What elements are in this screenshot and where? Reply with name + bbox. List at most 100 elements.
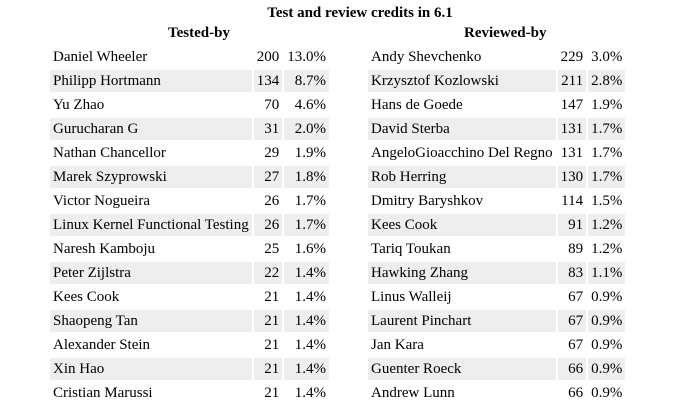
credit-name: AngeloGioacchino Del Regno — [371, 145, 553, 161]
credit-count: 21 — [264, 385, 280, 401]
credit-count: 91 — [557, 214, 587, 236]
reviewed-by-table: Andy Shevchenko 229 3.0% Krzysztof Kozlowsk… — [366, 44, 627, 406]
credit-percent: 1.4% — [284, 358, 329, 380]
credit-percent: 2.8% — [588, 70, 626, 92]
credit-name: Hawking Zhang — [368, 262, 556, 284]
table-row: Linux Kernel Functional Testing 26 1.7% — [50, 214, 329, 236]
credit-name: Kees Cook — [368, 214, 556, 236]
credit-count: 89 — [568, 241, 584, 257]
table-row: Xin Hao 21 1.4% — [50, 358, 329, 380]
credit-count: 131 — [557, 118, 587, 140]
credit-name: Andrew Lunn — [371, 385, 455, 401]
credit-percent: 3.0% — [591, 49, 623, 65]
credit-name: Xin Hao — [50, 358, 252, 380]
credit-name: Naresh Kamboju — [53, 241, 156, 257]
credit-name: Dmitry Baryshkov — [371, 193, 484, 209]
table-row: Gurucharan G 31 2.0% — [50, 118, 329, 140]
credit-name: Jan Kara — [371, 337, 424, 353]
table-row: Marek Szyprowski 27 1.8% — [50, 166, 329, 188]
reviewed-by-rows: Andy Shevchenko 229 3.0% Krzysztof Kozlowsk… — [368, 46, 626, 404]
table-row: Andrew Lunn 66 0.9% — [368, 382, 625, 404]
credit-count: 29 — [264, 145, 280, 161]
reviewed-by-header: Reviewed-by — [464, 25, 547, 41]
credit-percent: 2.0% — [284, 118, 329, 140]
credit-percent: 1.7% — [294, 193, 326, 209]
table-row: David Sterba 131 1.7% — [368, 118, 626, 140]
credit-count: 211 — [557, 70, 587, 92]
credit-percent: 1.9% — [294, 145, 326, 161]
table-row: Yu Zhao 70 4.6% — [50, 94, 329, 116]
credit-name: Yu Zhao — [53, 97, 105, 113]
table-row: AngeloGioacchino Del Regno 131 1.7% — [368, 142, 625, 164]
table-row: Krzysztof Kozlowski 211 2.8% — [368, 70, 626, 92]
credit-count: 131 — [560, 145, 584, 161]
table-row: Cristian Marussi 21 1.4% — [50, 382, 329, 404]
credit-name: Guenter Roeck — [368, 358, 556, 380]
table-row: Victor Nogueira 26 1.7% — [50, 190, 329, 212]
credit-name: Linus Walleij — [371, 289, 452, 305]
credit-name: Hans de Goede — [371, 97, 463, 113]
credit-count: 229 — [560, 49, 584, 65]
credit-count: 67 — [568, 289, 584, 305]
table-row: Hawking Zhang 83 1.1% — [368, 262, 626, 284]
table-row: Andy Shevchenko 229 3.0% — [368, 46, 625, 68]
credit-percent: 1.8% — [284, 166, 329, 188]
table-row: Nathan Chancellor 29 1.9% — [50, 142, 329, 164]
credit-percent: 1.1% — [588, 262, 626, 284]
credit-count: 130 — [557, 166, 587, 188]
credit-name: Andy Shevchenko — [371, 49, 482, 65]
credit-count: 134 — [253, 70, 283, 92]
credit-name: Peter Zijlstra — [50, 262, 252, 284]
credit-name: Philipp Hortmann — [50, 70, 252, 92]
credit-percent: 1.4% — [284, 310, 329, 332]
credit-percent: 0.9% — [591, 385, 623, 401]
credit-count: 83 — [557, 262, 587, 284]
credit-count: 70 — [264, 97, 280, 113]
credit-count: 27 — [253, 166, 283, 188]
credit-count: 21 — [264, 289, 280, 305]
credit-name: David Sterba — [368, 118, 556, 140]
table-row: Jan Kara 67 0.9% — [368, 334, 625, 356]
tested-by-header: Tested-by — [168, 25, 230, 41]
credit-count: 31 — [253, 118, 283, 140]
credit-percent: 4.6% — [294, 97, 326, 113]
credit-percent: 1.9% — [591, 97, 623, 113]
credit-percent: 0.9% — [591, 337, 623, 353]
credit-count: 26 — [264, 193, 280, 209]
credit-percent: 1.6% — [294, 241, 326, 257]
table-row: Alexander Stein 21 1.4% — [50, 334, 329, 356]
credit-count: 25 — [264, 241, 280, 257]
credit-percent: 1.7% — [284, 214, 329, 236]
table-row: Dmitry Baryshkov 114 1.5% — [368, 190, 625, 212]
table-row: Laurent Pinchart 67 0.9% — [368, 310, 626, 332]
credit-percent: 1.4% — [294, 337, 326, 353]
table-row: Rob Herring 130 1.7% — [368, 166, 626, 188]
credit-count: 67 — [557, 310, 587, 332]
tested-by-rows: Daniel Wheeler 200 13.0% Philipp Hortmann 13… — [50, 46, 329, 404]
table-row: Kees Cook 21 1.4% — [50, 286, 329, 308]
page-title: Test and review credits in 6.1 — [267, 5, 453, 21]
credit-count: 22 — [253, 262, 283, 284]
credit-name: Tariq Toukan — [371, 241, 451, 257]
credit-percent: 13.0% — [287, 49, 326, 65]
credit-name: Daniel Wheeler — [53, 49, 148, 65]
credit-count: 67 — [568, 337, 584, 353]
credit-percent: 0.9% — [588, 358, 626, 380]
credit-percent: 1.2% — [591, 241, 623, 257]
credit-percent: 1.4% — [294, 289, 326, 305]
credit-name: Nathan Chancellor — [53, 145, 166, 161]
table-row: Guenter Roeck 66 0.9% — [368, 358, 626, 380]
credit-percent: 1.5% — [591, 193, 623, 209]
credit-count: 66 — [557, 358, 587, 380]
table-row: Tariq Toukan 89 1.2% — [368, 238, 625, 260]
table-row: Peter Zijlstra 22 1.4% — [50, 262, 329, 284]
credit-percent: 8.7% — [284, 70, 329, 92]
credit-percent: 1.7% — [591, 145, 623, 161]
table-row: Kees Cook 91 1.2% — [368, 214, 626, 236]
credit-count: 26 — [253, 214, 283, 236]
credit-name: Kees Cook — [53, 289, 120, 305]
credit-count: 21 — [264, 337, 280, 353]
tested-by-table: Daniel Wheeler 200 13.0% Philipp Hortmann 13… — [48, 44, 331, 406]
credit-percent: 1.7% — [588, 166, 626, 188]
credit-count: 200 — [256, 49, 280, 65]
